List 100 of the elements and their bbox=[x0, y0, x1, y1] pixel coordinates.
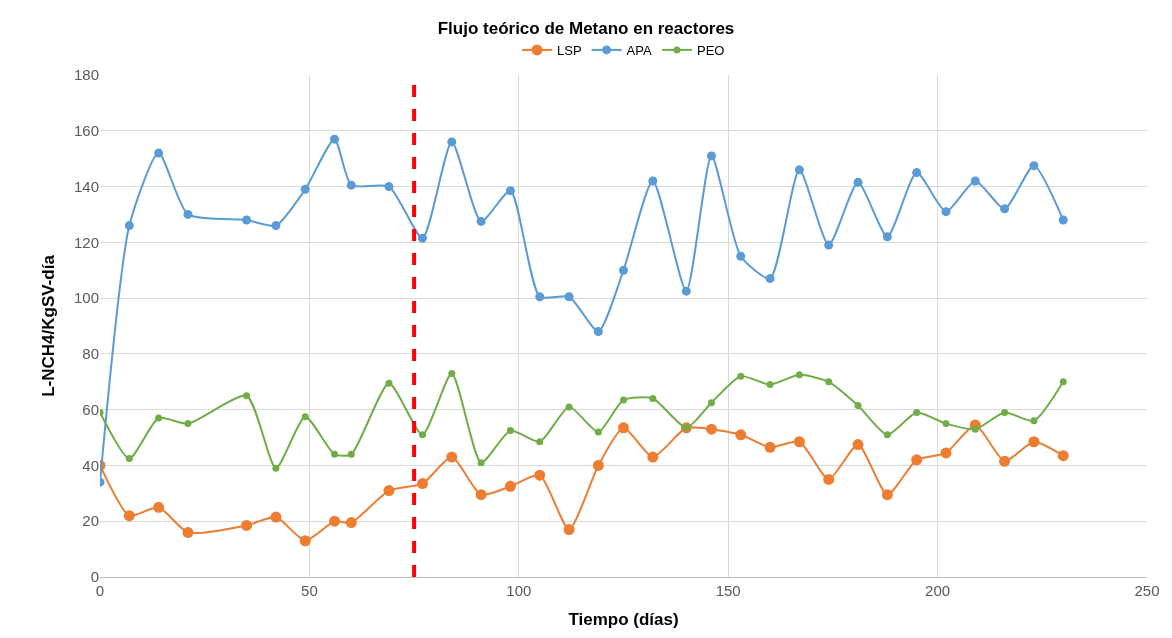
x-tick-label: 200 bbox=[925, 582, 951, 599]
x-axis-title: Tiempo (días) bbox=[568, 610, 679, 630]
point bbox=[475, 489, 487, 501]
point bbox=[1059, 378, 1067, 386]
point bbox=[1058, 215, 1068, 225]
y-tick-label: 140 bbox=[73, 177, 99, 195]
point bbox=[971, 425, 979, 433]
point bbox=[446, 451, 458, 463]
point bbox=[823, 473, 835, 485]
point bbox=[448, 369, 456, 377]
point bbox=[418, 431, 426, 439]
point bbox=[385, 379, 393, 387]
point bbox=[271, 221, 281, 231]
point bbox=[329, 515, 341, 527]
point bbox=[593, 327, 603, 337]
y-tick-label: 120 bbox=[73, 233, 99, 251]
point bbox=[270, 511, 282, 523]
point bbox=[594, 428, 602, 436]
point bbox=[183, 209, 193, 219]
point bbox=[477, 459, 485, 467]
point bbox=[883, 431, 891, 439]
x-tick-label: 100 bbox=[506, 582, 532, 599]
point bbox=[1029, 161, 1039, 171]
legend-label: APA bbox=[626, 42, 652, 58]
point bbox=[330, 134, 340, 144]
point bbox=[272, 464, 280, 472]
point bbox=[881, 489, 893, 501]
chart-title: Flujo teórico de Metano en reactores bbox=[437, 19, 735, 39]
point bbox=[618, 422, 629, 434]
point bbox=[942, 420, 950, 428]
point bbox=[911, 454, 923, 466]
point bbox=[301, 413, 309, 421]
point bbox=[447, 137, 457, 147]
point bbox=[852, 439, 864, 451]
point bbox=[417, 233, 427, 243]
y-tick-label: 100 bbox=[73, 289, 99, 307]
point bbox=[912, 168, 922, 178]
point bbox=[182, 526, 194, 538]
point bbox=[242, 215, 252, 225]
point bbox=[825, 378, 833, 386]
point bbox=[536, 438, 544, 446]
legend-label: PEO bbox=[696, 42, 725, 58]
point bbox=[416, 478, 428, 490]
point bbox=[1001, 408, 1009, 416]
point bbox=[125, 454, 133, 462]
point bbox=[736, 251, 746, 261]
point bbox=[941, 207, 951, 217]
point bbox=[506, 427, 514, 435]
point bbox=[345, 517, 357, 529]
point bbox=[648, 176, 658, 186]
point bbox=[123, 510, 135, 522]
point bbox=[476, 216, 486, 226]
point bbox=[155, 414, 163, 422]
point bbox=[707, 399, 715, 407]
point bbox=[913, 408, 921, 416]
point bbox=[563, 524, 575, 536]
point bbox=[705, 423, 717, 435]
point bbox=[1057, 450, 1069, 462]
point bbox=[999, 455, 1011, 467]
point bbox=[766, 381, 774, 389]
point bbox=[300, 184, 310, 194]
point bbox=[853, 177, 863, 187]
point bbox=[535, 292, 545, 302]
point bbox=[970, 176, 980, 186]
point bbox=[347, 450, 355, 458]
x-tick-label: 250 bbox=[1134, 582, 1160, 599]
point bbox=[592, 459, 604, 471]
point bbox=[681, 286, 691, 296]
point bbox=[564, 292, 574, 302]
y-tick-label: 0 bbox=[90, 568, 99, 586]
point bbox=[1028, 436, 1040, 448]
legend-label: LSP bbox=[557, 42, 582, 58]
point bbox=[153, 501, 165, 513]
point bbox=[649, 395, 657, 403]
point bbox=[706, 151, 716, 161]
point bbox=[1030, 417, 1038, 425]
y-tick-label: 80 bbox=[82, 345, 99, 363]
point bbox=[620, 396, 627, 404]
point bbox=[505, 186, 515, 196]
point bbox=[737, 372, 745, 380]
point bbox=[940, 447, 952, 459]
y-tick-label: 40 bbox=[82, 456, 99, 474]
point bbox=[1000, 204, 1010, 214]
x-tick-label: 50 bbox=[301, 582, 318, 599]
point bbox=[795, 371, 803, 379]
point bbox=[184, 420, 192, 428]
point bbox=[243, 392, 251, 400]
y-tick-label: 60 bbox=[82, 400, 99, 418]
y-axis-title: L-NCH4/KgSV-día bbox=[38, 254, 58, 397]
y-tick-label: 20 bbox=[82, 512, 99, 530]
point bbox=[764, 441, 776, 453]
point bbox=[765, 274, 775, 284]
point bbox=[735, 429, 747, 441]
point bbox=[241, 519, 253, 531]
point bbox=[383, 485, 395, 497]
point bbox=[154, 148, 164, 158]
y-tick-label: 160 bbox=[73, 122, 99, 140]
point bbox=[794, 165, 804, 175]
point bbox=[124, 221, 134, 231]
point bbox=[384, 182, 394, 192]
